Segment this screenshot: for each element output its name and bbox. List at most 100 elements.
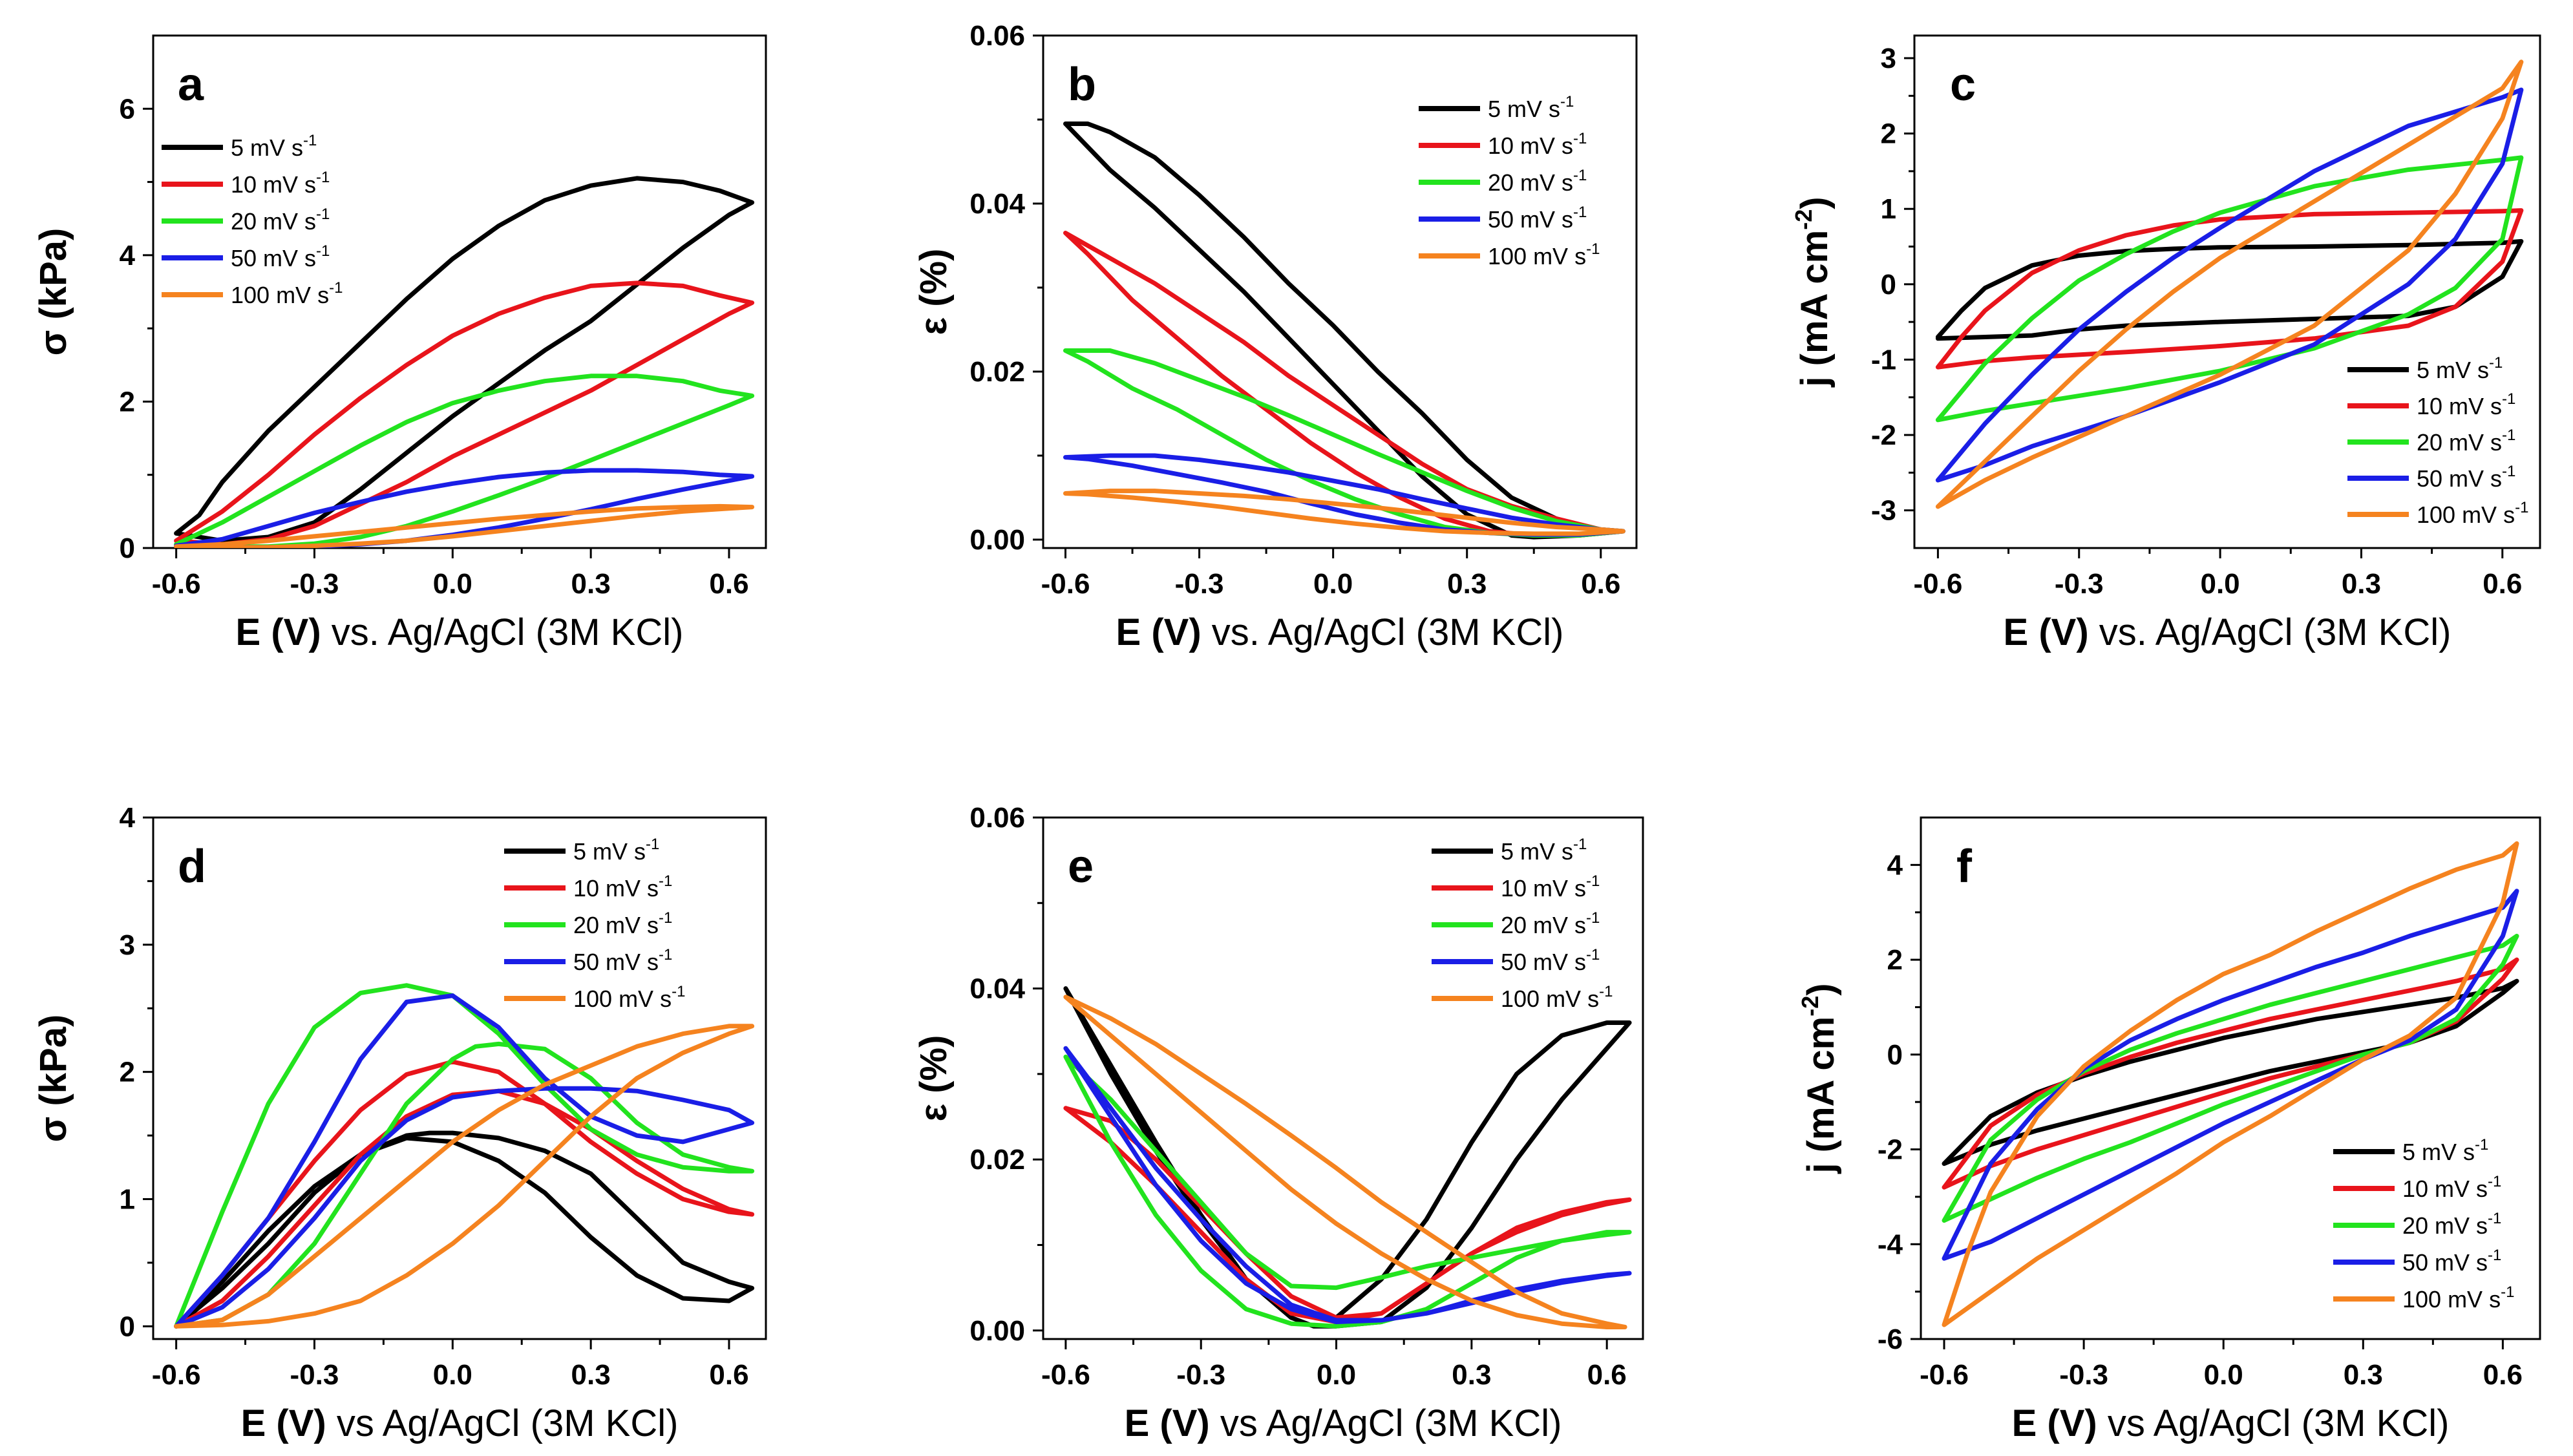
y-tick-label: -6 xyxy=(1878,1324,1903,1355)
legend-label: 100 mV s-1 xyxy=(1501,983,1613,1012)
panel-label: b xyxy=(1068,59,1096,111)
legend-label: 20 mV s-1 xyxy=(231,206,330,235)
x-tick-label: 0.6 xyxy=(709,1359,748,1391)
legend-label: 100 mV s-1 xyxy=(2417,499,2528,528)
series-line-20-mv xyxy=(1063,348,1625,538)
series-group xyxy=(1942,841,2519,1327)
x-axis-title-bold: E (V) xyxy=(2004,611,2089,653)
series-line-100-mv xyxy=(1942,841,2519,1327)
legend-label: 5 mV s-1 xyxy=(1501,836,1587,865)
x-axis-title: E (V) vs. Ag/AgCl (3M KCl) xyxy=(1116,611,1564,653)
series-line-10-mv xyxy=(174,1059,755,1329)
legend-label: 20 mV s-1 xyxy=(1488,167,1587,196)
series-line-20-mv xyxy=(1942,933,2519,1223)
x-axis-title-bold: E (V) xyxy=(2012,1402,2097,1444)
legend-label: 100 mV s-1 xyxy=(573,983,685,1012)
series-line-100-mv xyxy=(174,503,755,548)
y-tick-label: 0.00 xyxy=(969,1315,1025,1347)
panel-label: d xyxy=(178,841,206,892)
plot-frame xyxy=(152,34,767,549)
x-axis-title-bold: E (V) xyxy=(1116,611,1202,653)
x-axis-title-rest: vs Ag/AgCl (3M KCl) xyxy=(2097,1402,2450,1444)
legend-label: 50 mV s-1 xyxy=(1488,204,1587,233)
legend-label: 50 mV s-1 xyxy=(1501,946,1600,975)
x-tick-label: 0.6 xyxy=(2483,568,2522,600)
series-group xyxy=(1063,986,1632,1329)
y-axis-title: ε (%) xyxy=(913,249,955,335)
x-tick-label: -0.6 xyxy=(152,568,201,600)
x-tick-label: -0.6 xyxy=(152,1359,201,1391)
x-tick-label: 0.3 xyxy=(571,568,611,600)
y-tick-label: -4 xyxy=(1878,1229,1903,1260)
series-line-5-mv xyxy=(1942,978,2519,1166)
series-line-50-mv xyxy=(1063,1046,1632,1324)
legend-label: 100 mV s-1 xyxy=(231,279,343,308)
x-axis-title-rest: vs Ag/AgCl (3M KCl) xyxy=(1210,1402,1562,1444)
y-tick-label: 1 xyxy=(120,1183,135,1215)
legend: 5 mV s-1 10 mV s-1 20 mV s-1 50 mV s-1 100 m… xyxy=(162,132,343,308)
panel-label: a xyxy=(178,59,204,111)
x-axis-title-rest: vs. Ag/AgCl (3M KCl) xyxy=(321,611,684,653)
panel-c: -0.6 -0.3 0.0 0.3 0.6 -3 -2 -1 0 1 2 3 E (V) vs. Ag/… xyxy=(1790,34,2541,653)
x-tick-label: 0.3 xyxy=(2342,568,2381,600)
legend: 5 mV s-1 10 mV s-1 20 mV s-1 50 mV s-1 100 m… xyxy=(504,836,685,1012)
y-axis-title-main: j (mA cm xyxy=(1794,230,1836,388)
x-tick-label: 0.3 xyxy=(1452,1359,1491,1391)
y-tick-label: 0 xyxy=(120,1311,135,1342)
x-axis-title-bold: E (V) xyxy=(1125,1402,1210,1444)
y-axis-title: σ (kPa) xyxy=(32,1015,74,1143)
y-tick-label: 0.06 xyxy=(969,802,1025,834)
x-tick-label: 0.0 xyxy=(433,568,472,600)
series-group xyxy=(1063,121,1625,540)
x-axis-title-bold: E (V) xyxy=(236,611,321,653)
series-line-20-mv xyxy=(1063,1054,1632,1329)
y-tick-label: 2 xyxy=(1881,118,1896,150)
legend-label: 20 mV s-1 xyxy=(573,909,672,938)
plot-frame xyxy=(1920,816,2541,1340)
legend-label: 10 mV s-1 xyxy=(2417,390,2515,419)
legend: 5 mV s-1 10 mV s-1 20 mV s-1 50 mV s-1 100 m… xyxy=(1432,836,1613,1012)
y-tick-label: 0.04 xyxy=(969,188,1025,220)
panel-f: -0.6 -0.3 0.0 0.3 0.6 -6 -4 -2 0 2 4 E (V) vs Ag/Ag… xyxy=(1797,816,2541,1444)
panel-a: -0.6 -0.3 0.0 0.3 0.6 0 2 4 6 E (V) vs. Ag/AgCl (… xyxy=(32,34,767,653)
legend-label: 20 mV s-1 xyxy=(2402,1210,2501,1239)
y-tick-label: 0.02 xyxy=(969,356,1025,388)
y-tick-label: 4 xyxy=(120,240,136,271)
legend-label: 5 mV s-1 xyxy=(231,132,317,161)
legend-label: 50 mV s-1 xyxy=(573,946,672,975)
x-axis-title-rest: vs. Ag/AgCl (3M KCl) xyxy=(1202,611,1564,653)
series-line-100-mv xyxy=(1063,995,1627,1329)
x-tick-label: -0.6 xyxy=(1041,1359,1090,1391)
legend-label: 100 mV s-1 xyxy=(2402,1283,2514,1313)
y-tick-label: 0 xyxy=(1881,269,1896,301)
y-tick-label: 1 xyxy=(1881,193,1896,225)
series-line-5-mv xyxy=(174,176,755,543)
panel-b: -0.6 -0.3 0.0 0.3 0.6 0.00 0.02 0.04 0.06 E (V) v… xyxy=(913,20,1638,653)
x-tick-label: 0.3 xyxy=(571,1359,611,1391)
legend-label: 20 mV s-1 xyxy=(1501,909,1600,938)
x-tick-label: 0.0 xyxy=(2204,1359,2243,1391)
plot-frame xyxy=(1042,816,1644,1340)
series-line-100-mv xyxy=(174,1024,755,1329)
y-axis-title: j (mA cm-2) xyxy=(1797,983,1842,1174)
y-axis-title: j (mA cm-2) xyxy=(1790,196,1836,387)
legend-label: 5 mV s-1 xyxy=(2417,354,2503,383)
panel-d: -0.6 -0.3 0.0 0.3 0.6 0 1 2 3 4 E (V) vs Ag/AgCl (… xyxy=(32,802,767,1444)
y-tick-label: -3 xyxy=(1871,495,1896,527)
y-tick-label: 3 xyxy=(1881,43,1896,74)
x-axis-title: E (V) vs. Ag/AgCl (3M KCl) xyxy=(2004,611,2451,653)
legend: 5 mV s-1 10 mV s-1 20 mV s-1 50 mV s-1 100 m… xyxy=(2333,1136,2514,1313)
plot-frame xyxy=(1042,34,1638,549)
series-group xyxy=(1935,59,2524,509)
series-line-100-mv xyxy=(1935,59,2524,509)
panel-label: e xyxy=(1068,841,1094,892)
series-line-100-mv xyxy=(1063,489,1625,536)
series-line-50-mv xyxy=(174,993,755,1329)
panel-label: c xyxy=(1950,59,1976,111)
x-axis-title-rest: vs. Ag/AgCl (3M KCl) xyxy=(2089,611,2451,653)
x-tick-label: 0.3 xyxy=(2344,1359,2383,1391)
x-tick-label: 0.6 xyxy=(2483,1359,2523,1391)
legend-label: 10 mV s-1 xyxy=(1501,872,1600,902)
legend-label: 10 mV s-1 xyxy=(2402,1173,2501,1202)
x-tick-label: 0.0 xyxy=(1313,568,1353,600)
